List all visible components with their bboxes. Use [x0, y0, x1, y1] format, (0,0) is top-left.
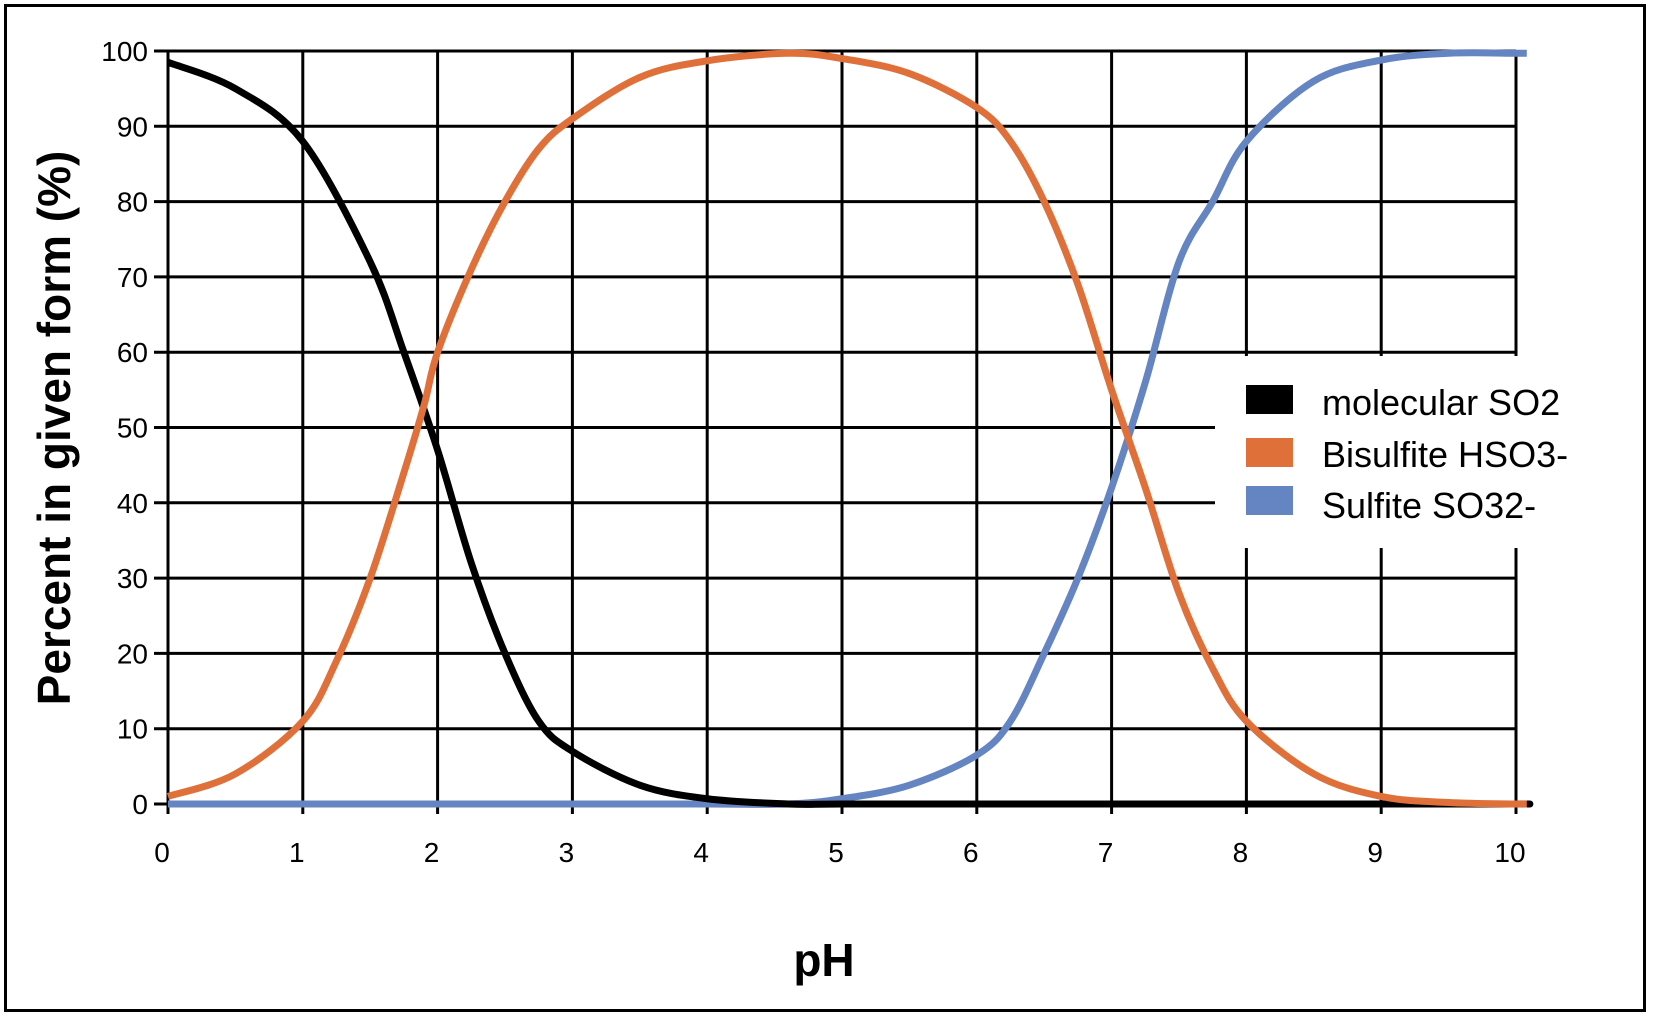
y-tick-label: 0: [132, 789, 148, 820]
x-tick-label: 5: [828, 837, 844, 868]
x-axis-title: pH: [793, 934, 854, 986]
y-tick-label: 100: [101, 36, 148, 67]
series-line-sulfite-so32-: [168, 49, 1527, 808]
y-tick-label: 70: [117, 262, 148, 293]
x-axis-ticks: 0 1 2 3 4 5 6 7 8 9 10: [154, 837, 1525, 868]
y-axis-ticks: 0 10 20 30 40 50 60 70 80 90 100: [101, 36, 148, 820]
legend: molecular SO2 Bisulfite HSO3- Sulfite SO…: [1215, 356, 1600, 548]
series-line-molecular-so2: [166, 59, 1534, 808]
legend-swatch-sulfite: [1246, 486, 1293, 515]
series-line-bisulfite-hso3-: [166, 49, 1527, 808]
y-tick-label: 60: [117, 337, 148, 368]
y-axis-title: Percent in given form (%): [28, 151, 80, 706]
x-tick-label: 9: [1367, 837, 1383, 868]
data-series: [166, 49, 1534, 808]
x-tick-label: 4: [693, 837, 709, 868]
x-tick-label: 7: [1098, 837, 1114, 868]
y-tick-label: 10: [117, 714, 148, 745]
y-tick-label: 20: [117, 638, 148, 669]
y-tick-label: 80: [117, 187, 148, 218]
legend-label-sulfite: Sulfite SO32-: [1322, 485, 1536, 526]
legend-swatch-bisulfite: [1246, 438, 1293, 467]
y-tick-label: 30: [117, 563, 148, 594]
x-tick-label: 6: [963, 837, 979, 868]
legend-label-bisulfite: Bisulfite HSO3-: [1322, 434, 1568, 475]
y-tick-label: 50: [117, 413, 148, 444]
legend-swatch-molecular-so2: [1246, 385, 1293, 414]
x-tick-label: 3: [559, 837, 575, 868]
x-tick-label: 0: [154, 837, 170, 868]
x-tick-label: 10: [1494, 837, 1525, 868]
x-tick-label: 2: [424, 837, 440, 868]
y-tick-label: 40: [117, 488, 148, 519]
legend-label-molecular-so2: molecular SO2: [1322, 382, 1560, 423]
y-tick-label: 90: [117, 111, 148, 142]
x-tick-label: 8: [1233, 837, 1249, 868]
x-tick-label: 1: [289, 837, 305, 868]
